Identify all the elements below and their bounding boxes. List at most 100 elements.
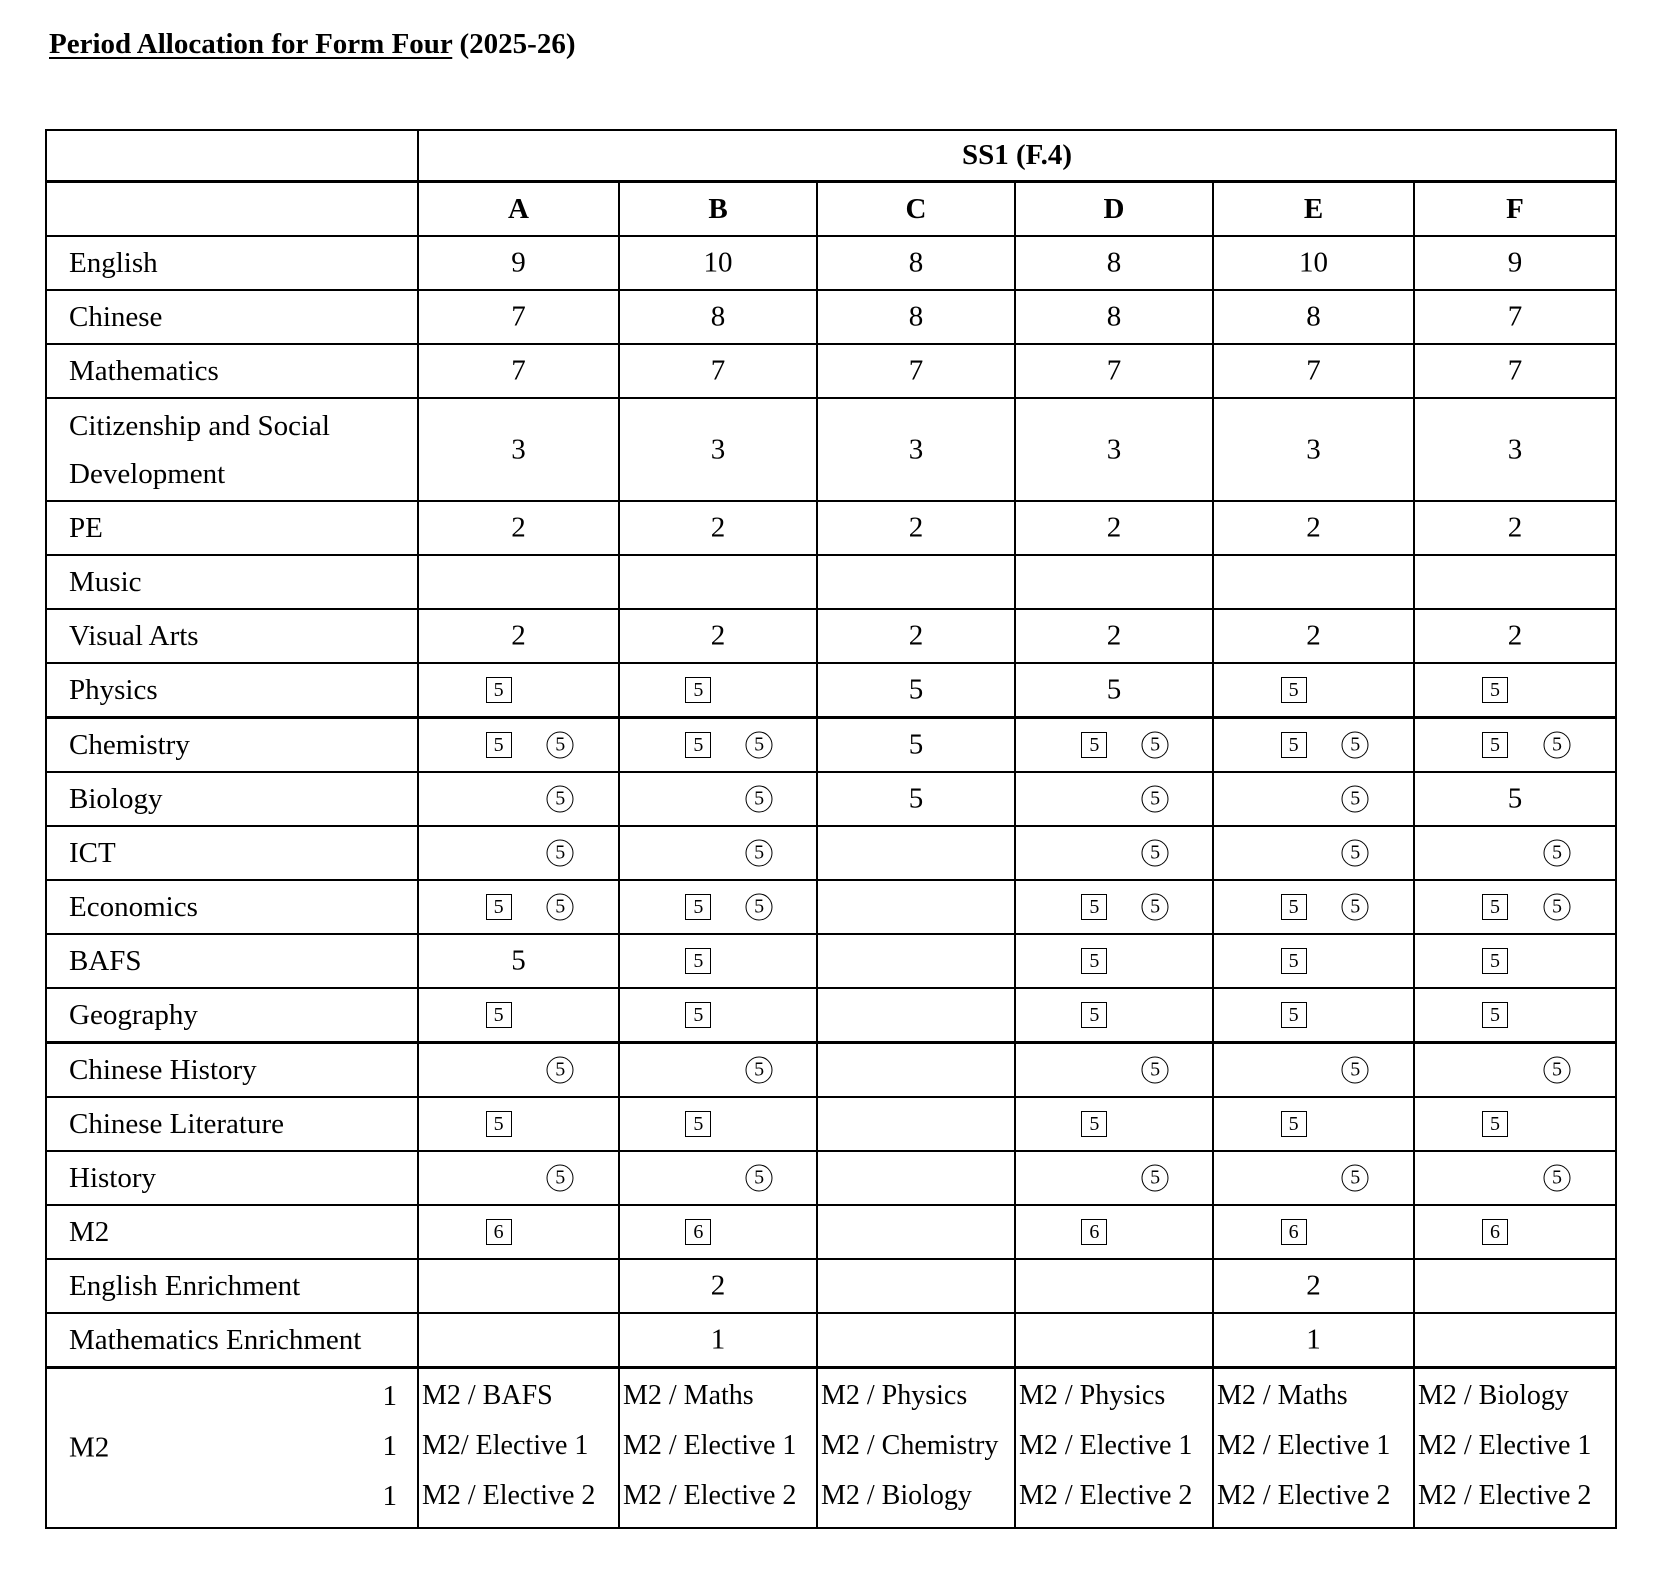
table-cell: 2 xyxy=(816,608,1016,664)
m2-option-cell: M2 / Maths M2 / Elective 1 M2 / Elective 2 xyxy=(618,1366,818,1529)
boxed-number-icon: 6 xyxy=(1081,1219,1108,1245)
table-cell: 5 xyxy=(1212,987,1415,1044)
table-cell xyxy=(417,1312,620,1369)
m2-option: M2 / Elective 1 xyxy=(1418,1430,1592,1461)
column-header-d: D xyxy=(1014,180,1214,237)
circled-number-icon: 5 xyxy=(1141,893,1169,921)
m2-option: M2 / Biology xyxy=(821,1480,972,1511)
period-value: 7 xyxy=(511,300,526,333)
table-cell: 5 xyxy=(417,662,620,719)
table-row: Mathematics 7 7 7 7 7 7 xyxy=(45,343,1617,399)
corner-cell xyxy=(45,180,419,237)
table-cell: 6 xyxy=(417,1204,620,1260)
m2-option-list: M2 / Biology M2 / Elective 1 M2 / Elective… xyxy=(1415,1369,1615,1527)
table-cell: 5 xyxy=(1413,825,1617,881)
period-value: 2 xyxy=(511,619,526,652)
table-cell: 5 xyxy=(1413,771,1617,827)
m2-periods: 1 1 1 xyxy=(383,1377,398,1527)
circled-number-icon: 5 xyxy=(745,731,773,759)
title-main: Period Allocation for Form Four xyxy=(49,28,453,60)
table-row: Chemistry 5 5 5 5 5 5 5 5 5 5 5 xyxy=(45,716,1617,773)
table-cell: 8 xyxy=(816,235,1016,291)
period-value: 3 xyxy=(1507,433,1523,465)
table-cell: 2 xyxy=(417,608,620,664)
table-row: Mathematics Enrichment 1 1 xyxy=(45,1312,1617,1369)
m2-option: M2 / Maths xyxy=(1217,1380,1348,1411)
table-cell: 5 xyxy=(1212,662,1415,719)
subject-label: Chinese Literature xyxy=(45,1096,419,1152)
subject-label: Chinese History xyxy=(45,1041,419,1098)
table-row: Chinese 7 8 8 8 8 7 xyxy=(45,289,1617,345)
m2-option-list: M2 / Physics M2 / Elective 1 M2 / Elective… xyxy=(1016,1369,1212,1527)
period-value: 2 xyxy=(1507,619,1523,652)
subject-label: Mathematics xyxy=(45,343,419,399)
circled-number-icon: 5 xyxy=(1141,731,1169,759)
table-cell: 7 xyxy=(417,289,620,345)
table-cell: 2 xyxy=(417,500,620,556)
m2-option-cell: M2 / Biology M2 / Elective 1 M2 / Elective… xyxy=(1413,1366,1617,1529)
table-cell xyxy=(816,554,1016,610)
m2-option-list: M2 / Maths M2 / Elective 1 M2 / Elective 2 xyxy=(620,1369,816,1527)
subject-label: English xyxy=(45,235,419,291)
period-value: 10 xyxy=(1299,246,1328,279)
subject-label: Chemistry xyxy=(45,716,419,773)
table-cell: 2 xyxy=(1212,608,1415,664)
circled-number-icon: 5 xyxy=(745,839,773,867)
boxed-number-icon: 5 xyxy=(685,948,712,974)
boxed-number-icon: 5 xyxy=(1482,1002,1508,1028)
table-cell xyxy=(816,1150,1016,1206)
table-cell: 5 xyxy=(618,1041,818,1098)
table-cell: 5 xyxy=(816,716,1016,773)
period-value: 2 xyxy=(710,1269,726,1302)
table-cell: 2 xyxy=(618,1258,818,1314)
table-cell: 5 xyxy=(618,987,818,1044)
period-value: 7 xyxy=(1306,354,1321,387)
subject-label: ICT xyxy=(45,825,419,881)
table-cell: 7 xyxy=(618,343,818,399)
circled-number-icon: 5 xyxy=(1341,893,1369,921)
m2-option-list: M2 / Physics M2 / Chemistry M2 / Biology xyxy=(818,1369,1014,1527)
m2-option: M2 / Chemistry xyxy=(821,1430,999,1461)
table-cell: 5 xyxy=(618,771,818,827)
table-cell: 5 xyxy=(1014,1041,1214,1098)
period-value: 7 xyxy=(1106,354,1122,387)
boxed-number-icon: 5 xyxy=(485,1111,512,1137)
table-cell: 5 xyxy=(816,771,1016,827)
table-cell: 5 xyxy=(1212,933,1415,989)
table-cell: 2 xyxy=(1212,500,1415,556)
boxed-number-icon: 6 xyxy=(1482,1219,1508,1245)
circled-number-icon: 5 xyxy=(1141,785,1169,813)
period-value: 2 xyxy=(1306,511,1321,544)
boxed-number-icon: 5 xyxy=(1081,894,1108,920)
subject-label: BAFS xyxy=(45,933,419,989)
table-cell: 8 xyxy=(618,289,818,345)
m2-option: M2 / Biology xyxy=(1418,1380,1569,1411)
table-cell: 7 xyxy=(1413,343,1617,399)
table-cell xyxy=(618,554,818,610)
table-cell: 3 xyxy=(417,397,620,502)
table-cell xyxy=(1014,554,1214,610)
circled-number-icon: 5 xyxy=(1543,1164,1571,1192)
table-cell: 5 xyxy=(816,662,1016,719)
subject-label: Visual Arts xyxy=(45,608,419,664)
period-value: 5 xyxy=(908,782,924,815)
period-value: 9 xyxy=(1507,246,1523,279)
table-row: PE 2 2 2 2 2 2 xyxy=(45,500,1617,556)
table-row: BAFS 5 5 5 5 5 xyxy=(45,933,1617,989)
table-cell: 5 xyxy=(1212,1150,1415,1206)
table-cell: 1 xyxy=(1212,1312,1415,1369)
circled-number-icon: 5 xyxy=(546,1056,574,1084)
m2-option: M2 / Maths xyxy=(623,1380,754,1411)
table-row: Music xyxy=(45,554,1617,610)
subject-label: PE xyxy=(45,500,419,556)
boxed-number-icon: 5 xyxy=(1482,1111,1508,1137)
table-cell: 6 xyxy=(1413,1204,1617,1260)
group-header-row: SS1 (F.4) xyxy=(45,129,1617,183)
table-cell: 1 xyxy=(618,1312,818,1369)
circled-number-icon: 5 xyxy=(1341,785,1369,813)
table-cell xyxy=(1014,1258,1214,1314)
